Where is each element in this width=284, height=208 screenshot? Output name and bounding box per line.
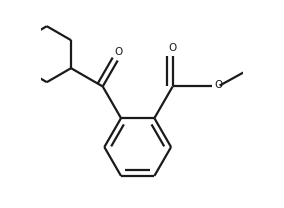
Text: O: O [168, 43, 177, 53]
Text: O: O [115, 47, 123, 57]
Text: O: O [214, 80, 222, 90]
